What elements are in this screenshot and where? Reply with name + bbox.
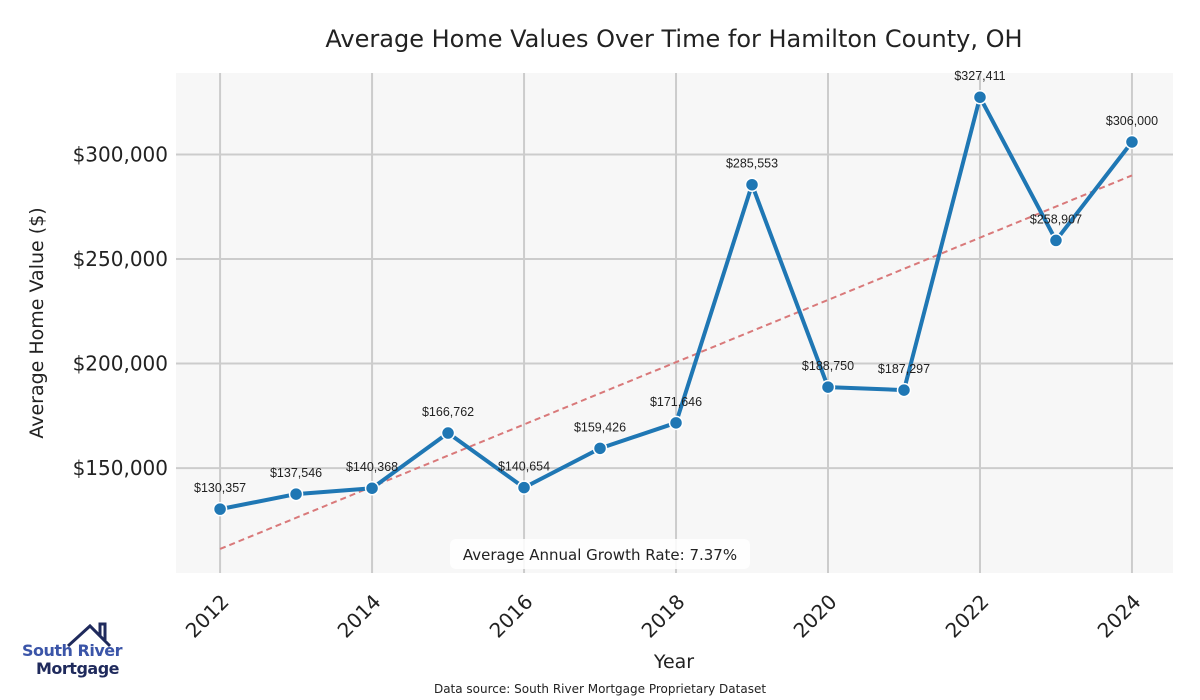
south-river-logo: South River Mortgage (18, 620, 123, 680)
data-label: $285,553 (726, 157, 778, 171)
data-label: $159,426 (574, 420, 626, 434)
x-axis-label: Year (653, 651, 694, 673)
x-tick-label: 2020 (789, 590, 842, 643)
data-point (972, 89, 988, 105)
data-point (212, 501, 228, 517)
data-label: $130,357 (194, 481, 246, 495)
x-tick-label: 2024 (1093, 590, 1146, 643)
data-point (288, 486, 304, 502)
x-tick-label: 2018 (637, 590, 690, 643)
logo-line2: Mortgage (36, 659, 120, 678)
x-tick-label: 2022 (941, 590, 994, 643)
data-label: $187,297 (878, 362, 930, 376)
data-point (668, 415, 684, 431)
y-axis-label: Average Home Value ($) (26, 207, 48, 438)
data-point (744, 177, 760, 192)
data-label: $306,000 (1106, 114, 1158, 128)
data-label: $137,546 (270, 466, 322, 480)
logo-line1: South River (22, 641, 123, 660)
x-tick-label: 2012 (181, 590, 234, 643)
y-tick-label: $150,000 (73, 456, 168, 480)
data-point (820, 379, 836, 395)
data-point (1048, 233, 1064, 248)
data-label: $327,411 (954, 69, 1005, 83)
data-label: $258,907 (1030, 212, 1082, 226)
data-point (516, 480, 532, 495)
data-label: $140,368 (346, 460, 398, 474)
chart-title: Average Home Values Over Time for Hamilt… (325, 25, 1022, 53)
data-point (364, 480, 380, 496)
y-tick-label: $300,000 (73, 143, 168, 167)
x-tick-label: 2014 (333, 590, 386, 643)
growth-rate-annotation: Average Annual Growth Rate: 7.37% (463, 546, 737, 564)
data-point (440, 425, 456, 441)
y-tick-label: $200,000 (73, 352, 168, 376)
growth-rate-box (450, 539, 750, 569)
y-tick-label: $250,000 (73, 247, 168, 271)
plot-area (176, 73, 1173, 573)
data-point (592, 441, 608, 456)
house-icon (66, 622, 112, 648)
data-label: $171,646 (650, 395, 702, 409)
data-label: $140,654 (498, 460, 550, 474)
x-tick-label: 2016 (485, 590, 538, 643)
data-source: Data source: South River Mortgage Propri… (434, 682, 766, 696)
data-label: $188,750 (802, 359, 854, 373)
data-label: $166,762 (422, 405, 474, 419)
data-point (1124, 134, 1140, 150)
data-point (896, 382, 912, 398)
